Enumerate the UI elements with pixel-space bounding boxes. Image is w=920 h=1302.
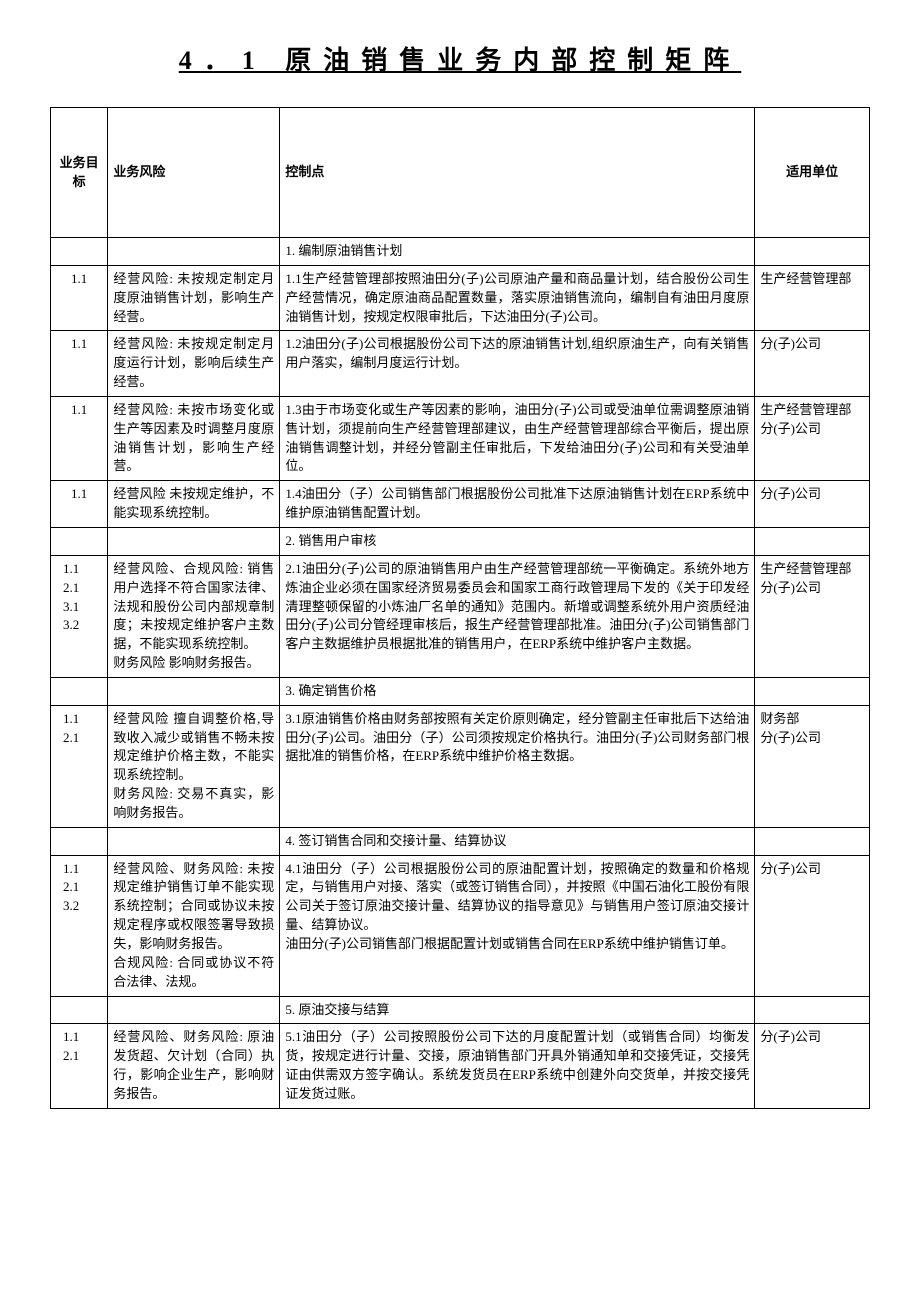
cell-control: 2.1油田分(子)公司的原油销售用户由生产经营管理部统一平衡确定。系统外地方炼油… [280,555,755,677]
cell-risk: 经营风险 擅自调整价格,导致收入减少或销售不畅未按规定维护价格主数，不能实现系统… [108,705,280,827]
cell-risk: 经营风险: 未按市场变化或生产等因素及时调整月度原油销售计划，影响生产经营。 [108,396,280,480]
section-header-row: 4. 签订销售合同和交接计量、结算协议 [51,827,870,855]
section-risk-empty [108,238,280,266]
cell-control: 5.1油田分（子）公司按照股份公司下达的月度配置计划（或销售合同）均衡发货，按规… [280,1024,755,1108]
control-matrix-table: 业务目标 业务风险 控制点 适用单位 1. 编制原油销售计划1.1经营风险: 未… [50,107,870,1109]
table-row: 1.12.13.13.2经营风险、合规风险: 销售用户选择不符合国家法律、法规和… [51,555,870,677]
section-control-header: 2. 销售用户审核 [280,527,755,555]
cell-risk: 经营风险: 未按规定制定月度运行计划，影响后续生产经营。 [108,331,280,397]
section-obj-empty [51,677,108,705]
section-unit-empty [755,238,870,266]
cell-unit: 分(子)公司 [755,1024,870,1108]
cell-objective: 1.1 [51,481,108,528]
document-title: 4．1 原油销售业务内部控制矩阵 [50,40,870,77]
section-unit-empty [755,827,870,855]
header-control: 控制点 [280,108,755,238]
section-risk-empty [108,996,280,1024]
cell-objective: 1.12.13.2 [51,855,108,996]
cell-unit: 财务部分(子)公司 [755,705,870,827]
section-obj-empty [51,238,108,266]
cell-objective: 1.1 [51,331,108,397]
cell-unit: 分(子)公司 [755,481,870,528]
header-risk: 业务风险 [108,108,280,238]
table-row: 1.1经营风险: 未按规定制定月度运行计划，影响后续生产经营。1.2油田分(子)… [51,331,870,397]
section-unit-empty [755,677,870,705]
section-header-row: 1. 编制原油销售计划 [51,238,870,266]
section-risk-empty [108,677,280,705]
cell-unit: 生产经营管理部分(子)公司 [755,396,870,480]
cell-unit: 生产经营管理部分(子)公司 [755,555,870,677]
table-row: 1.1经营风险: 未按规定制定月度原油销售计划，影响生产经营。1.1生产经营管理… [51,265,870,331]
section-obj-empty [51,527,108,555]
section-risk-empty [108,527,280,555]
table-row: 1.1经营风险: 未按市场变化或生产等因素及时调整月度原油销售计划，影响生产经营… [51,396,870,480]
section-control-header: 1. 编制原油销售计划 [280,238,755,266]
cell-control: 1.2油田分(子)公司根据股份公司下达的原油销售计划,组织原油生产，向有关销售用… [280,331,755,397]
section-unit-empty [755,996,870,1024]
table-row: 1.12.1经营风险 擅自调整价格,导致收入减少或销售不畅未按规定维护价格主数，… [51,705,870,827]
table-row: 1.12.1经营风险、财务风险: 原油发货超、欠计划（合同）执行，影响企业生产，… [51,1024,870,1108]
cell-control: 1.3由于市场变化或生产等因素的影响，油田分(子)公司或受油单位需调整原油销售计… [280,396,755,480]
header-unit: 适用单位 [755,108,870,238]
cell-objective: 1.1 [51,265,108,331]
table-body: 1. 编制原油销售计划1.1经营风险: 未按规定制定月度原油销售计划，影响生产经… [51,238,870,1109]
section-risk-empty [108,827,280,855]
cell-risk: 经营风险、财务风险: 原油发货超、欠计划（合同）执行，影响企业生产，影响财务报告… [108,1024,280,1108]
table-header-row: 业务目标 业务风险 控制点 适用单位 [51,108,870,238]
section-header-row: 3. 确定销售价格 [51,677,870,705]
section-unit-empty [755,527,870,555]
cell-control: 3.1原油销售价格由财务部按照有关定价原则确定，经分管副主任审批后下达给油田分(… [280,705,755,827]
cell-control: 4.1油田分（子）公司根据股份公司的原油配置计划，按照确定的数量和价格规定，与销… [280,855,755,996]
section-header-row: 2. 销售用户审核 [51,527,870,555]
cell-objective: 1.12.1 [51,1024,108,1108]
table-row: 1.1经营风险 未按规定维护，不能实现系统控制。1.4油田分（子）公司销售部门根… [51,481,870,528]
cell-control: 1.4油田分（子）公司销售部门根据股份公司批准下达原油销售计划在ERP系统中维护… [280,481,755,528]
cell-objective: 1.12.13.13.2 [51,555,108,677]
cell-risk: 经营风险 未按规定维护，不能实现系统控制。 [108,481,280,528]
cell-control: 1.1生产经营管理部按照油田分(子)公司原油产量和商品量计划，结合股份公司生产经… [280,265,755,331]
section-control-header: 4. 签订销售合同和交接计量、结算协议 [280,827,755,855]
cell-objective: 1.1 [51,396,108,480]
section-control-header: 3. 确定销售价格 [280,677,755,705]
cell-risk: 经营风险、合规风险: 销售用户选择不符合国家法律、法规和股份公司内部规章制度；未… [108,555,280,677]
cell-objective: 1.12.1 [51,705,108,827]
cell-risk: 经营风险: 未按规定制定月度原油销售计划，影响生产经营。 [108,265,280,331]
section-obj-empty [51,996,108,1024]
cell-unit: 生产经营管理部 [755,265,870,331]
cell-unit: 分(子)公司 [755,331,870,397]
header-objective: 业务目标 [51,108,108,238]
cell-risk: 经营风险、财务风险: 未按规定维护销售订单不能实现系统控制；合同或协议未按规定程… [108,855,280,996]
section-control-header: 5. 原油交接与结算 [280,996,755,1024]
section-obj-empty [51,827,108,855]
cell-unit: 分(子)公司 [755,855,870,996]
table-row: 1.12.13.2经营风险、财务风险: 未按规定维护销售订单不能实现系统控制；合… [51,855,870,996]
section-header-row: 5. 原油交接与结算 [51,996,870,1024]
